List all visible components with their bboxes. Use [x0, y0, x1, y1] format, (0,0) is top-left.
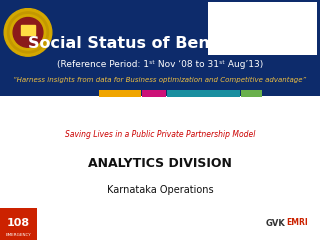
Text: Social Status of Beneficiaries: Social Status of Beneficiaries: [28, 36, 292, 51]
Polygon shape: [276, 26, 296, 37]
Text: Saving Lives in a Public Private Partnership Model: Saving Lives in a Public Private Partner…: [65, 130, 255, 139]
Text: ANALYTICS DIVISION: ANALYTICS DIVISION: [88, 157, 232, 170]
Text: “Harness insights from data for Business optimization and Competitive advantage”: “Harness insights from data for Business…: [13, 77, 307, 84]
Text: (Reference Period: 1ˢᵗ Nov ‘08 to 31ˢᵗ Aug’13): (Reference Period: 1ˢᵗ Nov ‘08 to 31ˢᵗ A…: [57, 60, 263, 69]
Circle shape: [13, 18, 43, 47]
Text: EMERGENCY: EMERGENCY: [5, 233, 31, 237]
Text: 108: 108: [7, 218, 30, 228]
Text: Karnataka Operations: Karnataka Operations: [107, 185, 213, 195]
Circle shape: [211, 6, 258, 54]
Circle shape: [262, 6, 309, 54]
Circle shape: [4, 9, 52, 56]
Text: GVK: GVK: [266, 219, 285, 228]
Circle shape: [268, 13, 303, 47]
Circle shape: [280, 13, 292, 25]
Text: EMRI: EMRI: [286, 218, 308, 227]
Polygon shape: [20, 25, 36, 35]
Circle shape: [220, 15, 249, 45]
